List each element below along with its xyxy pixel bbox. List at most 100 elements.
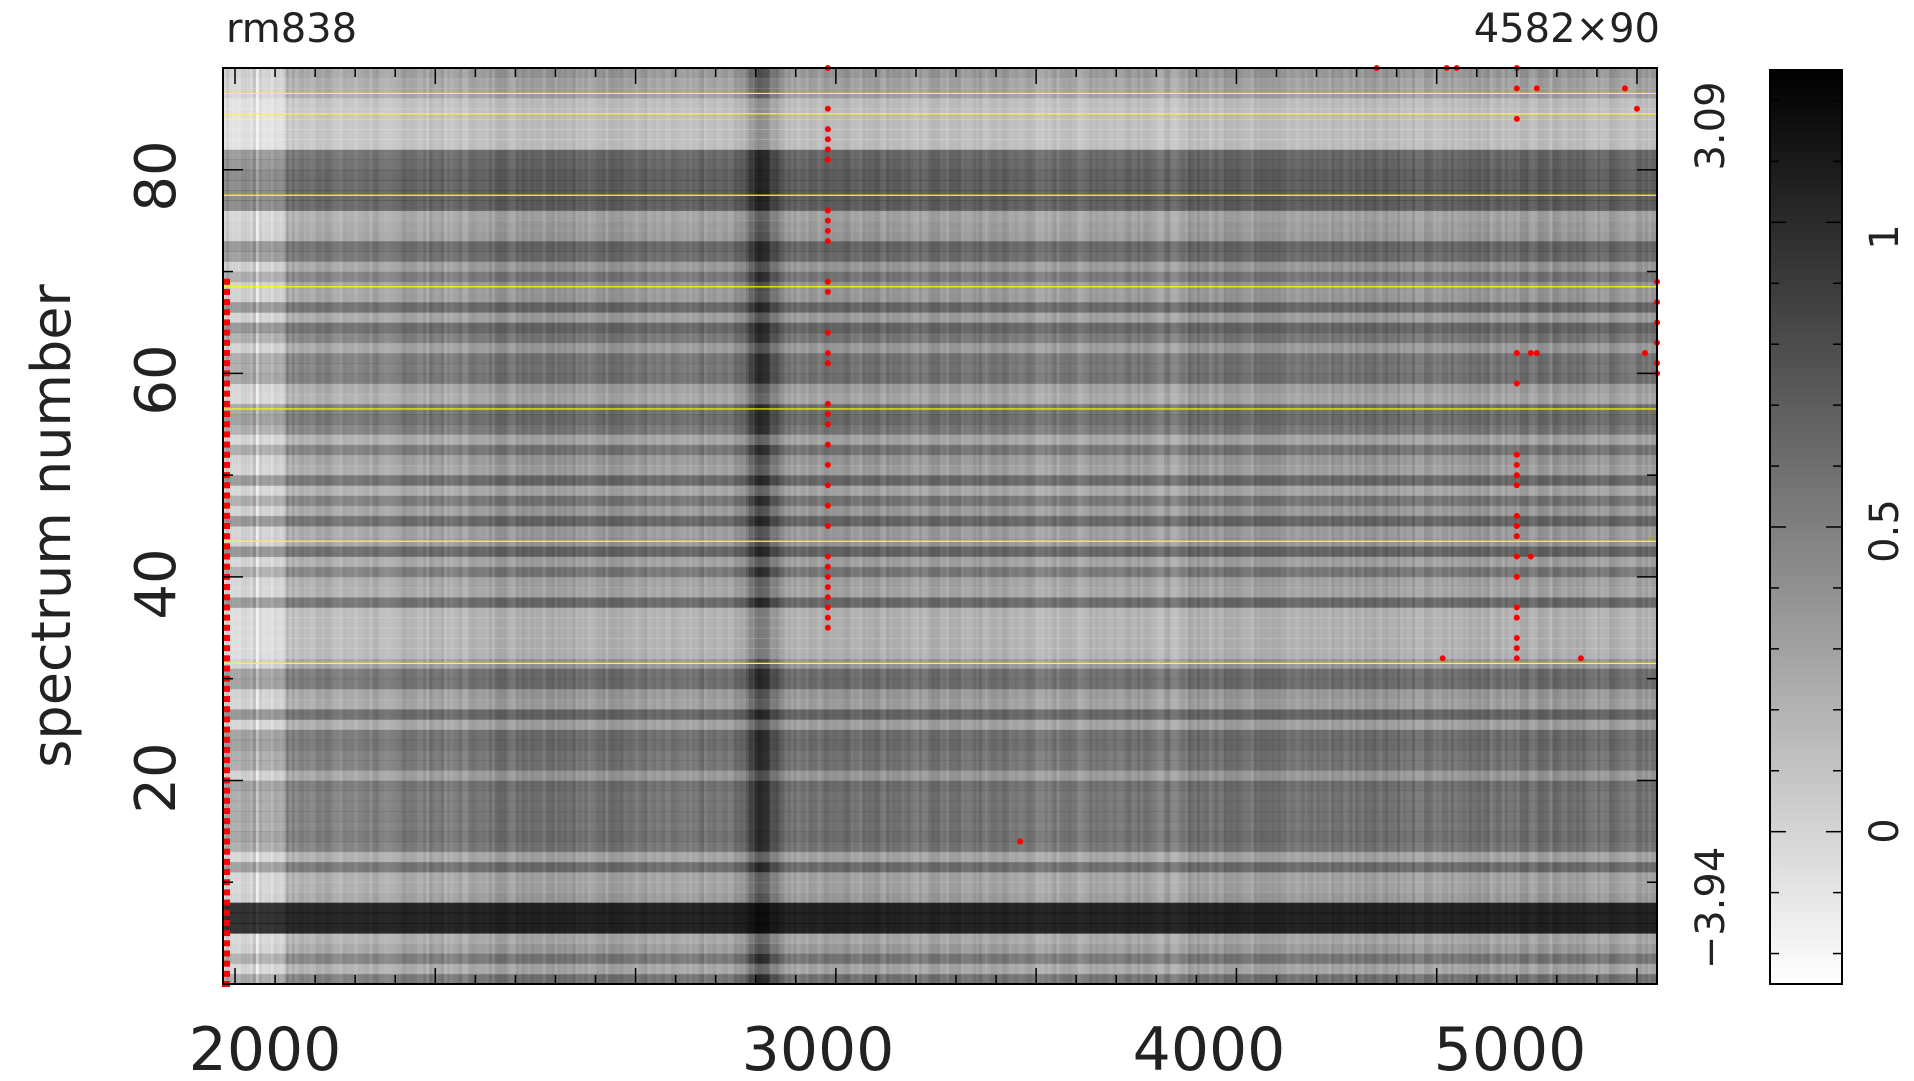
red-point <box>222 411 230 418</box>
x-tick-label: 5000 <box>1434 1015 1587 1081</box>
heatmap-column <box>715 68 720 984</box>
red-point <box>222 960 230 967</box>
heatmap-column <box>835 68 840 984</box>
heatmap-column <box>506 68 511 984</box>
heatmap-row <box>223 902 1657 914</box>
heatmap-column <box>1104 68 1109 984</box>
heatmap-row <box>223 831 1657 843</box>
heatmap-column <box>724 68 729 984</box>
heatmap-column <box>1202 68 1207 984</box>
heatmap-column <box>1364 68 1369 984</box>
heatmap-column <box>1241 68 1246 984</box>
heatmap-column <box>922 68 927 984</box>
heatmap-column <box>1642 68 1647 984</box>
heatmap-row <box>223 464 1657 476</box>
heatmap-column <box>1116 68 1121 984</box>
red-point <box>824 523 831 529</box>
heatmap-row <box>223 556 1657 568</box>
heatmap-column <box>1098 68 1103 984</box>
title-left: rm838 <box>226 6 357 52</box>
heatmap-column <box>1032 68 1037 984</box>
heatmap-column <box>668 68 673 984</box>
red-point <box>222 930 230 937</box>
heatmap-column <box>1468 68 1473 984</box>
heatmap-column <box>1155 68 1160 984</box>
heatmap-column <box>1388 68 1393 984</box>
heatmap-column <box>820 68 825 984</box>
heatmap-column <box>396 68 401 984</box>
heatmap-column <box>832 68 837 984</box>
heatmap-row <box>223 352 1657 364</box>
heatmap-column <box>1630 68 1635 984</box>
heatmap-row <box>223 597 1657 608</box>
heatmap-column <box>1579 68 1584 984</box>
heatmap-row <box>223 709 1657 720</box>
heatmap-column <box>1086 68 1091 984</box>
red-point <box>824 411 831 418</box>
heatmap-column <box>1543 68 1548 984</box>
heatmap-row <box>223 627 1657 639</box>
red-point <box>222 421 230 428</box>
red-point <box>1513 614 1520 621</box>
heatmap-column <box>1576 68 1581 984</box>
heatmap-column <box>638 68 643 984</box>
heatmap-row <box>223 373 1657 385</box>
y-axis-label: spectrum number <box>20 283 83 767</box>
colorbar-tick-label: 1 <box>1862 224 1908 249</box>
heatmap-column <box>384 68 389 984</box>
heatmap-column <box>1397 68 1402 984</box>
heatmap-column <box>1044 68 1049 984</box>
heatmap-column <box>1606 68 1611 984</box>
heatmap-row <box>223 678 1657 690</box>
heatmap-column <box>1110 68 1115 984</box>
heatmap-column <box>766 68 771 984</box>
heatmap-row <box>223 688 1657 700</box>
heatmap-column <box>793 68 798 984</box>
heatmap-column <box>653 68 658 984</box>
heatmap-column <box>790 68 795 984</box>
red-point <box>824 553 831 560</box>
heatmap-column <box>521 68 526 984</box>
heatmap-column <box>712 68 717 984</box>
red-point <box>824 614 831 621</box>
heatmap-column <box>1418 68 1422 984</box>
heatmap-column <box>303 68 308 984</box>
heatmap-rows <box>223 68 1657 985</box>
heatmap-column <box>1298 68 1303 984</box>
heatmap-column <box>937 68 941 984</box>
heatmap-column <box>1453 68 1458 984</box>
heatmap-column <box>1286 68 1291 984</box>
heatmap-column <box>1480 68 1485 984</box>
heatmap-column <box>1603 68 1608 984</box>
red-point <box>1513 604 1520 611</box>
heatmap-column <box>635 68 640 984</box>
heatmap-column <box>904 68 909 984</box>
heatmap-row <box>223 668 1657 680</box>
red-point <box>222 502 230 509</box>
heatmap-column <box>584 68 589 984</box>
heatmap-column <box>841 68 846 984</box>
heatmap-column <box>1289 68 1294 984</box>
red-point <box>1533 349 1540 356</box>
heatmap-column <box>393 68 398 984</box>
heatmap-column <box>1570 68 1575 984</box>
heatmap-column <box>718 68 723 984</box>
heatmap-column <box>1555 68 1560 984</box>
heatmap-column <box>1068 68 1073 984</box>
heatmap-column <box>799 68 804 984</box>
heatmap-column <box>1092 68 1097 984</box>
heatmap-column <box>539 68 544 984</box>
heatmap-column <box>1322 68 1327 984</box>
heatmap-column <box>868 68 873 984</box>
heatmap-column <box>796 68 801 984</box>
heatmap-column <box>1217 68 1222 984</box>
heatmap-column <box>745 68 750 984</box>
heatmap-row <box>223 810 1657 822</box>
red-point <box>222 645 230 652</box>
heatmap-row <box>223 912 1657 924</box>
heatmap-column <box>450 68 455 984</box>
heatmap-column <box>978 68 983 984</box>
heatmap-column <box>1406 68 1411 984</box>
heatmap-column <box>1400 68 1405 984</box>
red-point <box>1513 645 1520 652</box>
